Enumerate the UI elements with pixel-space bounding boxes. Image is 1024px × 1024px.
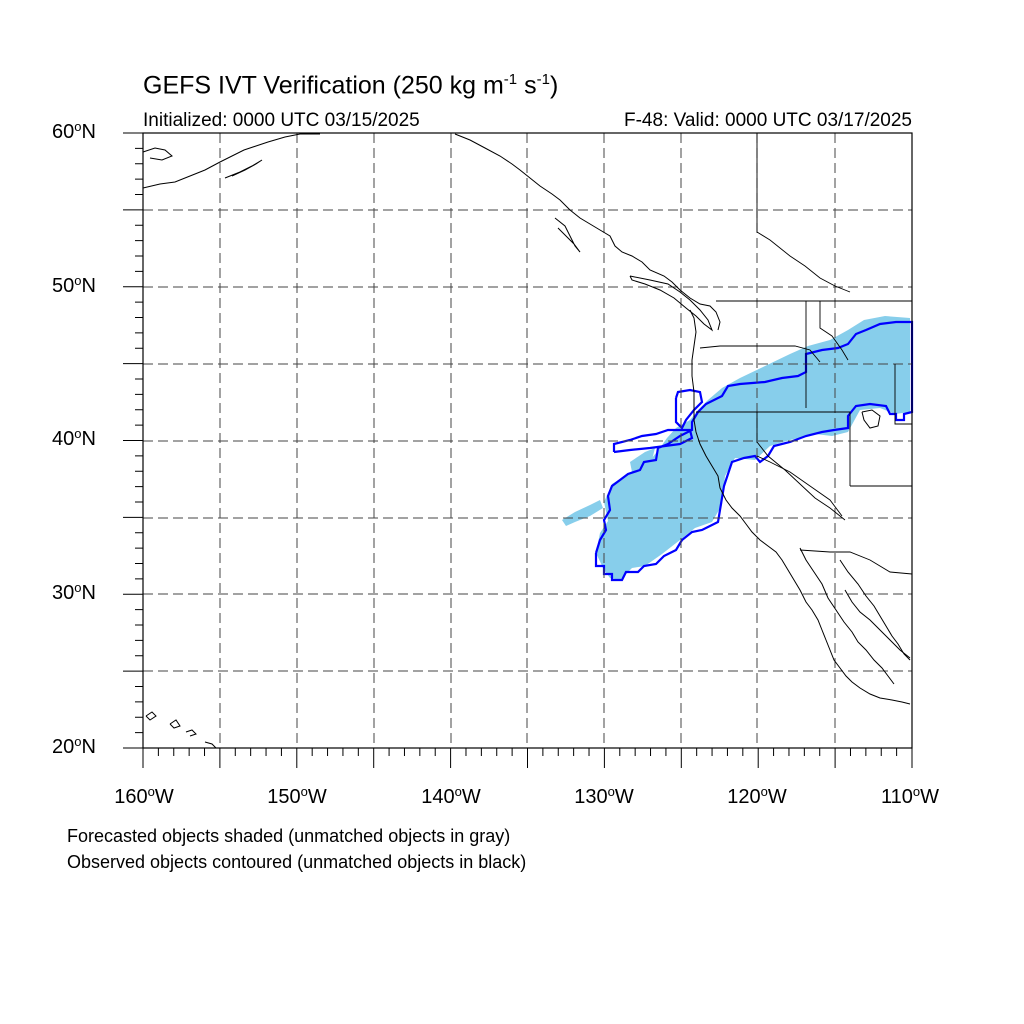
lon-label-160w: 160oW (114, 784, 174, 808)
lat-label-40n: 40oN (52, 426, 96, 450)
lon-label-140w: 140oW (421, 784, 481, 808)
lon-label-130w: 130oW (574, 784, 634, 808)
lat-label-30n: 30oN (52, 580, 96, 604)
graticule (143, 133, 912, 748)
lon-label-120w: 120oW (727, 784, 787, 808)
valid-time: F-48: Valid: 0000 UTC 03/17/2025 (624, 110, 912, 131)
tick-marks (123, 132, 913, 768)
lon-label-150w: 150oW (267, 784, 327, 808)
coastlines (142, 133, 911, 749)
footnote-observed: Observed objects contoured (unmatched ob… (67, 852, 527, 872)
lat-label-20n: 20oN (52, 734, 96, 758)
map-title: GEFS IVT Verification (250 kg m-1 s-1) (143, 71, 559, 100)
forecast-ivt-object (562, 316, 910, 580)
footnote-forecast: Forecasted objects shaded (unmatched obj… (67, 826, 511, 846)
initialized-time: Initialized: 0000 UTC 03/15/2025 (143, 110, 420, 131)
lat-label-60n: 60oN (52, 119, 96, 143)
political-boundaries (696, 133, 913, 575)
lon-label-110w: 110oW (880, 784, 940, 808)
lat-label-50n: 50oN (52, 273, 96, 297)
